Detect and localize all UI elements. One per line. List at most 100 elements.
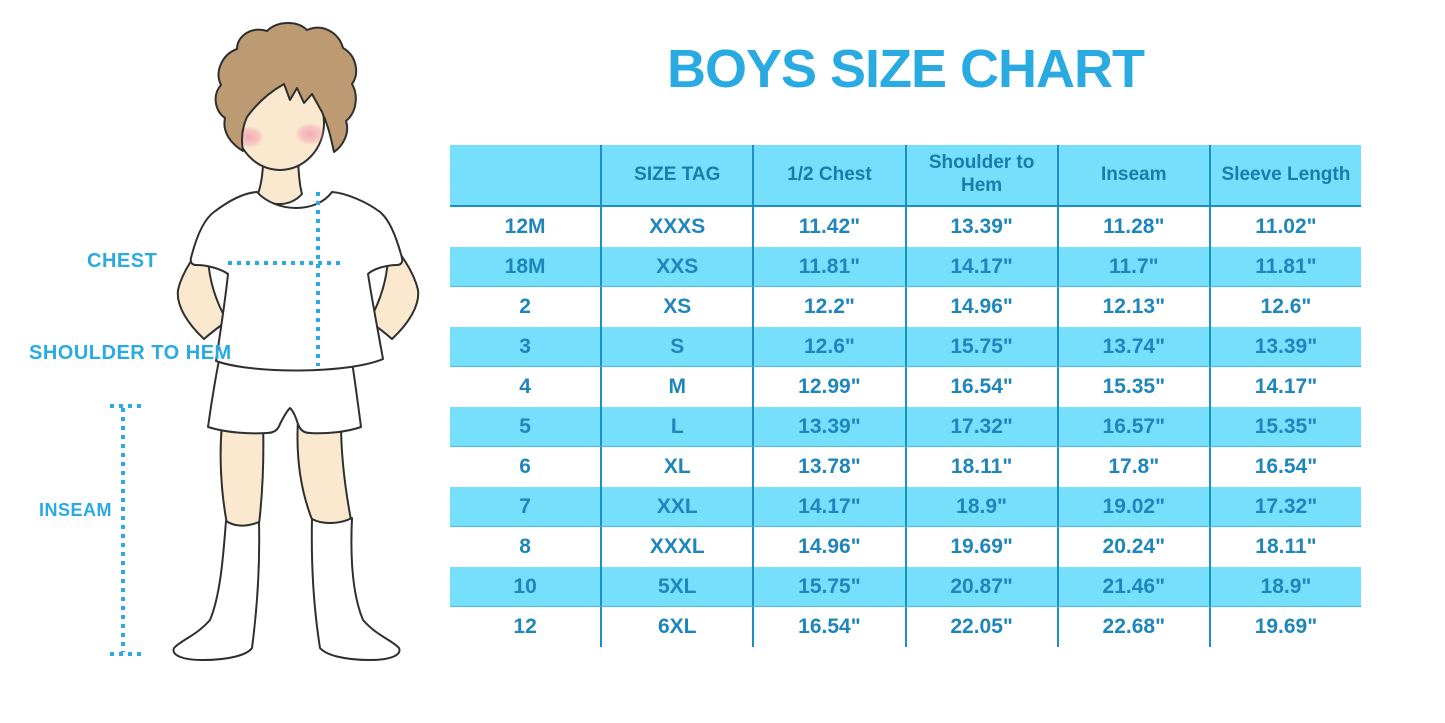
right-sock (310, 517, 401, 661)
table-cell: 17.8" (1059, 447, 1211, 487)
table-cell: 14.96" (907, 287, 1059, 327)
table-cell: 12.6" (1260, 295, 1312, 318)
table-cell: 17.32" (1254, 494, 1318, 518)
table-header-cell (450, 145, 603, 205)
table-cell: M (602, 367, 755, 407)
table-cell: 19.02" (1059, 487, 1211, 526)
table-header-cell: Shoulder to Hem (907, 145, 1059, 205)
table-cell: 6 (450, 447, 603, 487)
table-cell: 13.78" (754, 447, 907, 487)
table-cell: 4 (450, 367, 603, 407)
table-row: 10 5XL 15.75" 20.87" 21.46" 18.9" (450, 567, 1361, 607)
table-cell: 3 (450, 327, 603, 366)
table-cell: 12.6" (754, 327, 907, 366)
table-cell: 7 (450, 487, 603, 526)
tshirt (189, 191, 404, 372)
table-cell: 15.75" (907, 327, 1059, 366)
table-cell: 13.39" (1254, 334, 1318, 358)
table-cell: 13.39" (754, 407, 907, 446)
inseam-measure-line (110, 404, 142, 656)
table-cell: XS (602, 287, 755, 327)
table-cell: 19.69" (907, 527, 1059, 567)
table-row: 8 XXXL 14.96" 19.69" 20.24" 18.11" (450, 527, 1361, 567)
table-cell: 12 (450, 607, 603, 647)
table-cell: 11.81" (1255, 254, 1317, 278)
table-cell: 20.87" (907, 567, 1059, 606)
table-cell: 11.28" (1059, 207, 1211, 247)
table-cell: 17.32" (907, 407, 1059, 446)
boy-illustration (110, 22, 420, 661)
table-cell: 11.7" (1059, 247, 1211, 286)
table-cell: 15.75" (754, 567, 907, 606)
table-cell: XXL (602, 487, 755, 526)
table-cell: 18M (450, 247, 603, 286)
table-row: 18M XXS 11.81" 14.17" 11.7" 11.81" (450, 247, 1361, 287)
table-cell: 14.17" (754, 487, 907, 526)
table-cell: 16.57" (1059, 407, 1211, 446)
table-cell: 14.17" (907, 247, 1059, 286)
table-row: 5 L 13.39" 17.32" 16.57" 15.35" (450, 407, 1361, 447)
table-cell: 18.11" (907, 447, 1059, 487)
table-row: 3 S 12.6" 15.75" 13.74" 13.39" (450, 327, 1361, 367)
chest-label: CHEST (87, 250, 158, 272)
table-header-cell: Sleeve Length (1221, 163, 1351, 185)
table-cell: 5XL (602, 567, 755, 606)
table-cell: 15.35" (1059, 367, 1211, 407)
table-cell: 12.13" (1059, 287, 1211, 327)
table-cell: 11.81" (754, 247, 907, 286)
table-cell: 20.24" (1059, 527, 1211, 567)
table-cell: 16.54" (1254, 455, 1318, 478)
table-header-row: SIZE TAG 1/2 Chest Shoulder to Hem Insea… (450, 145, 1361, 207)
table-cell: XXXS (602, 207, 755, 247)
left-leg (219, 419, 265, 528)
table-cell: 2 (450, 287, 603, 327)
table-cell: 12.99" (754, 367, 907, 407)
table-cell: 18.9" (907, 487, 1059, 526)
table-row: 6 XL 13.78" 18.11" 17.8" 16.54" (450, 447, 1361, 487)
table-cell: 12M (450, 207, 603, 247)
table-cell: 11.42" (754, 207, 907, 247)
table-cell: XXXL (602, 527, 755, 567)
table-cell: 19.69" (1254, 615, 1318, 638)
table-cell: 22.05" (907, 607, 1059, 647)
table-cell: L (602, 407, 755, 446)
inseam-label: INSEAM (39, 500, 113, 520)
table-cell: 12.2" (754, 287, 907, 327)
table-row: 12 6XL 16.54" 22.05" 22.68" 19.69" (450, 607, 1361, 647)
table-cell: 8 (450, 527, 603, 567)
shorts (207, 359, 362, 435)
right-blush (295, 123, 325, 145)
table-cell: 10 (450, 567, 603, 606)
boy-measurement-figure: CHEST SHOULDER TO HEM INSEAM (0, 0, 450, 723)
table-row: 12M XXXS 11.42" 13.39" 11.28" 11.02" (450, 207, 1361, 247)
right-leg (296, 419, 352, 526)
table-cell: 15.35" (1254, 414, 1318, 438)
table-cell: 21.46" (1059, 567, 1211, 606)
right-arm (368, 237, 420, 340)
table-cell: XL (602, 447, 755, 487)
table-header-cell: SIZE TAG (602, 145, 755, 205)
table-cell: 14.96" (754, 527, 907, 567)
table-row: 7 XXL 14.17" 18.9" 19.02" 17.32" (450, 487, 1361, 527)
table-cell: 22.68" (1059, 607, 1211, 647)
left-sock (172, 520, 261, 661)
left-arm (176, 237, 228, 340)
table-row: 2 XS 12.2" 14.96" 12.13" 12.6" (450, 287, 1361, 327)
table-cell: 18.9" (1260, 574, 1312, 598)
table-cell: 18.11" (1255, 535, 1317, 558)
table-cell: 13.39" (907, 207, 1059, 247)
table-cell: 16.54" (907, 367, 1059, 407)
table-row: 4 M 12.99" 16.54" 15.35" 14.17" (450, 367, 1361, 407)
page-title: BOYS SIZE CHART (666, 39, 1145, 99)
table-cell: 11.02" (1255, 215, 1317, 238)
table-cell: S (602, 327, 755, 366)
size-table: SIZE TAG 1/2 Chest Shoulder to Hem Insea… (450, 145, 1361, 647)
table-cell: XXS (602, 247, 755, 286)
table-cell: 6XL (602, 607, 755, 647)
table-cell: 5 (450, 407, 603, 446)
table-cell: 14.17" (1254, 375, 1318, 398)
table-cell: 16.54" (754, 607, 907, 647)
shoulder-to-hem-label: SHOULDER TO HEM (29, 342, 232, 364)
table-header-cell: Inseam (1059, 145, 1211, 205)
